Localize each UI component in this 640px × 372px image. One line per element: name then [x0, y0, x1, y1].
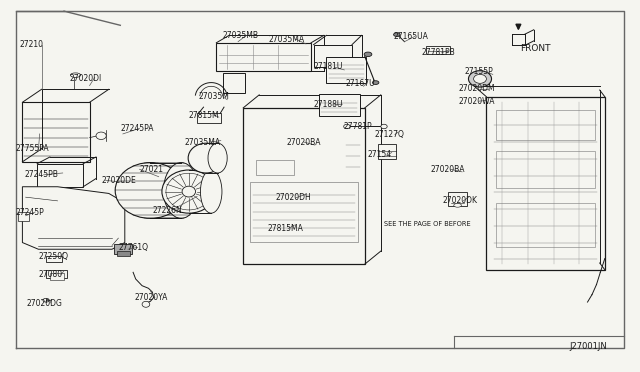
Text: 27020BA: 27020BA [430, 165, 465, 174]
Bar [496, 203, 595, 247]
Bar [256, 160, 294, 175]
Ellipse shape [200, 170, 222, 213]
Text: 27250Q: 27250Q [38, 252, 68, 261]
Text: 27020DK: 27020DK [443, 196, 478, 205]
Text: 27020BA: 27020BA [287, 138, 321, 147]
Text: 27154: 27154 [368, 150, 392, 159]
Ellipse shape [70, 73, 81, 77]
Text: 27815M: 27815M [189, 111, 220, 120]
Ellipse shape [115, 163, 186, 218]
Ellipse shape [364, 52, 372, 57]
Ellipse shape [182, 186, 196, 197]
Bar [18, 212, 29, 221]
Text: 27080: 27080 [38, 270, 63, 279]
Bar [496, 110, 595, 140]
Text: 27245P: 27245P [16, 208, 45, 217]
Text: 27761Q: 27761Q [118, 243, 148, 252]
Ellipse shape [394, 33, 400, 36]
Text: 27210: 27210 [19, 40, 44, 49]
Bar [46, 256, 62, 262]
Bar [46, 270, 67, 278]
Ellipse shape [188, 143, 224, 173]
Text: J27001JN: J27001JN [570, 342, 607, 351]
Text: 27226N: 27226N [152, 206, 182, 215]
Bar [117, 251, 130, 256]
Text: 27155P: 27155P [465, 67, 493, 76]
Text: 27165UA: 27165UA [394, 32, 428, 41]
Bar [250, 182, 358, 242]
Text: 27035M: 27035M [198, 92, 229, 101]
Ellipse shape [372, 81, 379, 84]
Text: 27020DE: 27020DE [101, 176, 136, 185]
Bar [426, 46, 450, 54]
Bar [326, 57, 366, 83]
Text: 27188U: 27188U [314, 100, 343, 109]
Text: SEE THE PAGE OF BEFORE: SEE THE PAGE OF BEFORE [384, 221, 470, 227]
Bar [114, 244, 132, 254]
Ellipse shape [142, 301, 150, 307]
Text: 27245PA: 27245PA [120, 124, 154, 133]
Ellipse shape [454, 203, 461, 207]
Bar [448, 192, 467, 206]
Polygon shape [22, 187, 125, 249]
Text: 27167U: 27167U [346, 79, 375, 88]
Bar [314, 45, 352, 67]
Bar [216, 43, 311, 71]
Text: 27245PB: 27245PB [24, 170, 58, 179]
Ellipse shape [43, 298, 49, 302]
Text: 27035MA: 27035MA [184, 138, 220, 147]
Text: 27020YA: 27020YA [134, 293, 168, 302]
Text: 27815MA: 27815MA [268, 224, 303, 233]
Text: 27781PB: 27781PB [421, 48, 455, 57]
Text: 27020DI: 27020DI [69, 74, 101, 83]
Text: 27021: 27021 [140, 165, 164, 174]
Text: 27035MA: 27035MA [269, 35, 305, 44]
Ellipse shape [468, 71, 492, 87]
Text: 27020DM: 27020DM [458, 84, 495, 93]
Bar [22, 102, 90, 162]
Bar [319, 94, 360, 116]
Ellipse shape [344, 124, 350, 129]
Bar [197, 113, 221, 123]
Bar [223, 73, 245, 93]
Text: 27127Q: 27127Q [374, 130, 404, 139]
Bar [243, 108, 365, 264]
Text: 27755PA: 27755PA [16, 144, 50, 153]
Ellipse shape [474, 74, 486, 83]
Ellipse shape [164, 163, 198, 218]
Bar [496, 151, 595, 188]
Text: 27020DH: 27020DH [275, 193, 311, 202]
Ellipse shape [208, 143, 227, 173]
Ellipse shape [96, 132, 106, 140]
Text: 27020WA: 27020WA [458, 97, 495, 106]
Text: FRONT: FRONT [520, 44, 550, 53]
Ellipse shape [381, 124, 387, 129]
Text: 27781P: 27781P [343, 122, 372, 131]
Bar [378, 144, 396, 159]
Bar [37, 164, 83, 187]
Bar [50, 273, 64, 280]
Text: 27035MB: 27035MB [223, 31, 259, 40]
Bar [486, 97, 605, 270]
Text: 27020DG: 27020DG [27, 299, 63, 308]
Text: 27181U: 27181U [314, 62, 343, 71]
Ellipse shape [162, 170, 216, 213]
